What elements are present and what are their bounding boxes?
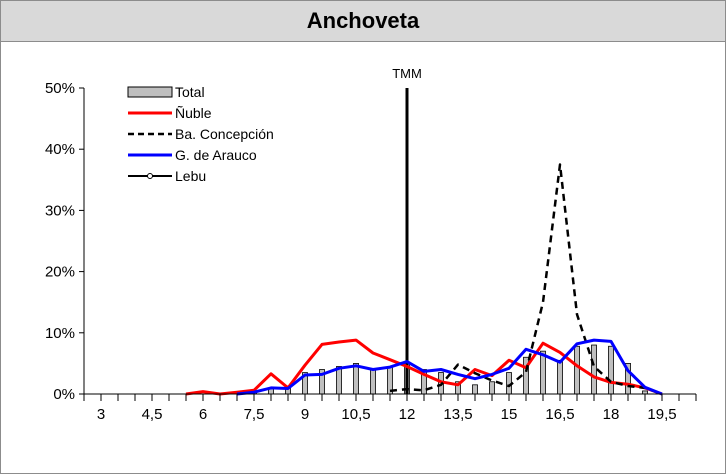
legend-label-series: G. de Arauco	[175, 147, 257, 163]
x-tick-label: 15	[501, 406, 518, 423]
series-line-ñuble	[185, 338, 663, 396]
total-bar	[336, 366, 342, 395]
series-line-g-de-arauco	[236, 338, 663, 396]
total-bar	[574, 345, 580, 395]
x-tick-label: 7,5	[244, 406, 265, 423]
tmm-label: TMM	[392, 66, 422, 81]
y-tick-label: 40%	[45, 141, 75, 158]
y-tick-label: 30%	[45, 202, 75, 219]
x-tick-label: 19,5	[647, 406, 676, 423]
chart-title-bar: Anchoveta	[1, 1, 725, 42]
x-tick-label: 3	[97, 406, 105, 423]
axis-layer: 0% 10% 20% 30% 40% 50% 3 4,5 6 7,5 9 10,5 12 13,5 15 16…	[45, 80, 697, 423]
total-bar	[540, 350, 546, 395]
legend-marker-lebu	[147, 173, 153, 179]
x-tick-label: 13,5	[443, 406, 472, 423]
total-bar	[608, 345, 614, 395]
total-bar	[591, 344, 597, 395]
total-bar	[557, 359, 563, 395]
x-tick-label: 9	[301, 406, 309, 423]
series-line-ba-concepción	[389, 163, 663, 396]
legend-label-series: Lebu	[175, 168, 206, 184]
legend: Total Ñuble Ba. Concepción G. de Arauco Lebu	[127, 84, 274, 184]
y-tick-label: 50%	[45, 80, 75, 97]
x-tick-label: 6	[199, 406, 207, 423]
total-bar	[472, 384, 478, 395]
total-bar	[353, 362, 359, 395]
line-layer: TMM	[185, 66, 663, 396]
x-tick-label: 18	[603, 406, 620, 423]
y-tick-label: 10%	[45, 325, 75, 342]
legend-label-total: Total	[175, 84, 205, 100]
x-tick-label: 12	[399, 406, 416, 423]
legend-swatch-total	[127, 86, 173, 98]
x-tick-label: 10,5	[341, 406, 370, 423]
x-tick-label: 16,5	[545, 406, 574, 423]
total-bar	[489, 381, 495, 395]
y-tick-label: 20%	[45, 264, 75, 281]
legend-label-series: Ñuble	[175, 105, 212, 121]
total-bar	[370, 369, 376, 395]
legend-label-series: Ba. Concepción	[175, 126, 274, 142]
y-tick-label: 0%	[53, 386, 75, 403]
chart-title: Anchoveta	[306, 8, 420, 33]
x-tick-label: 4,5	[142, 406, 163, 423]
